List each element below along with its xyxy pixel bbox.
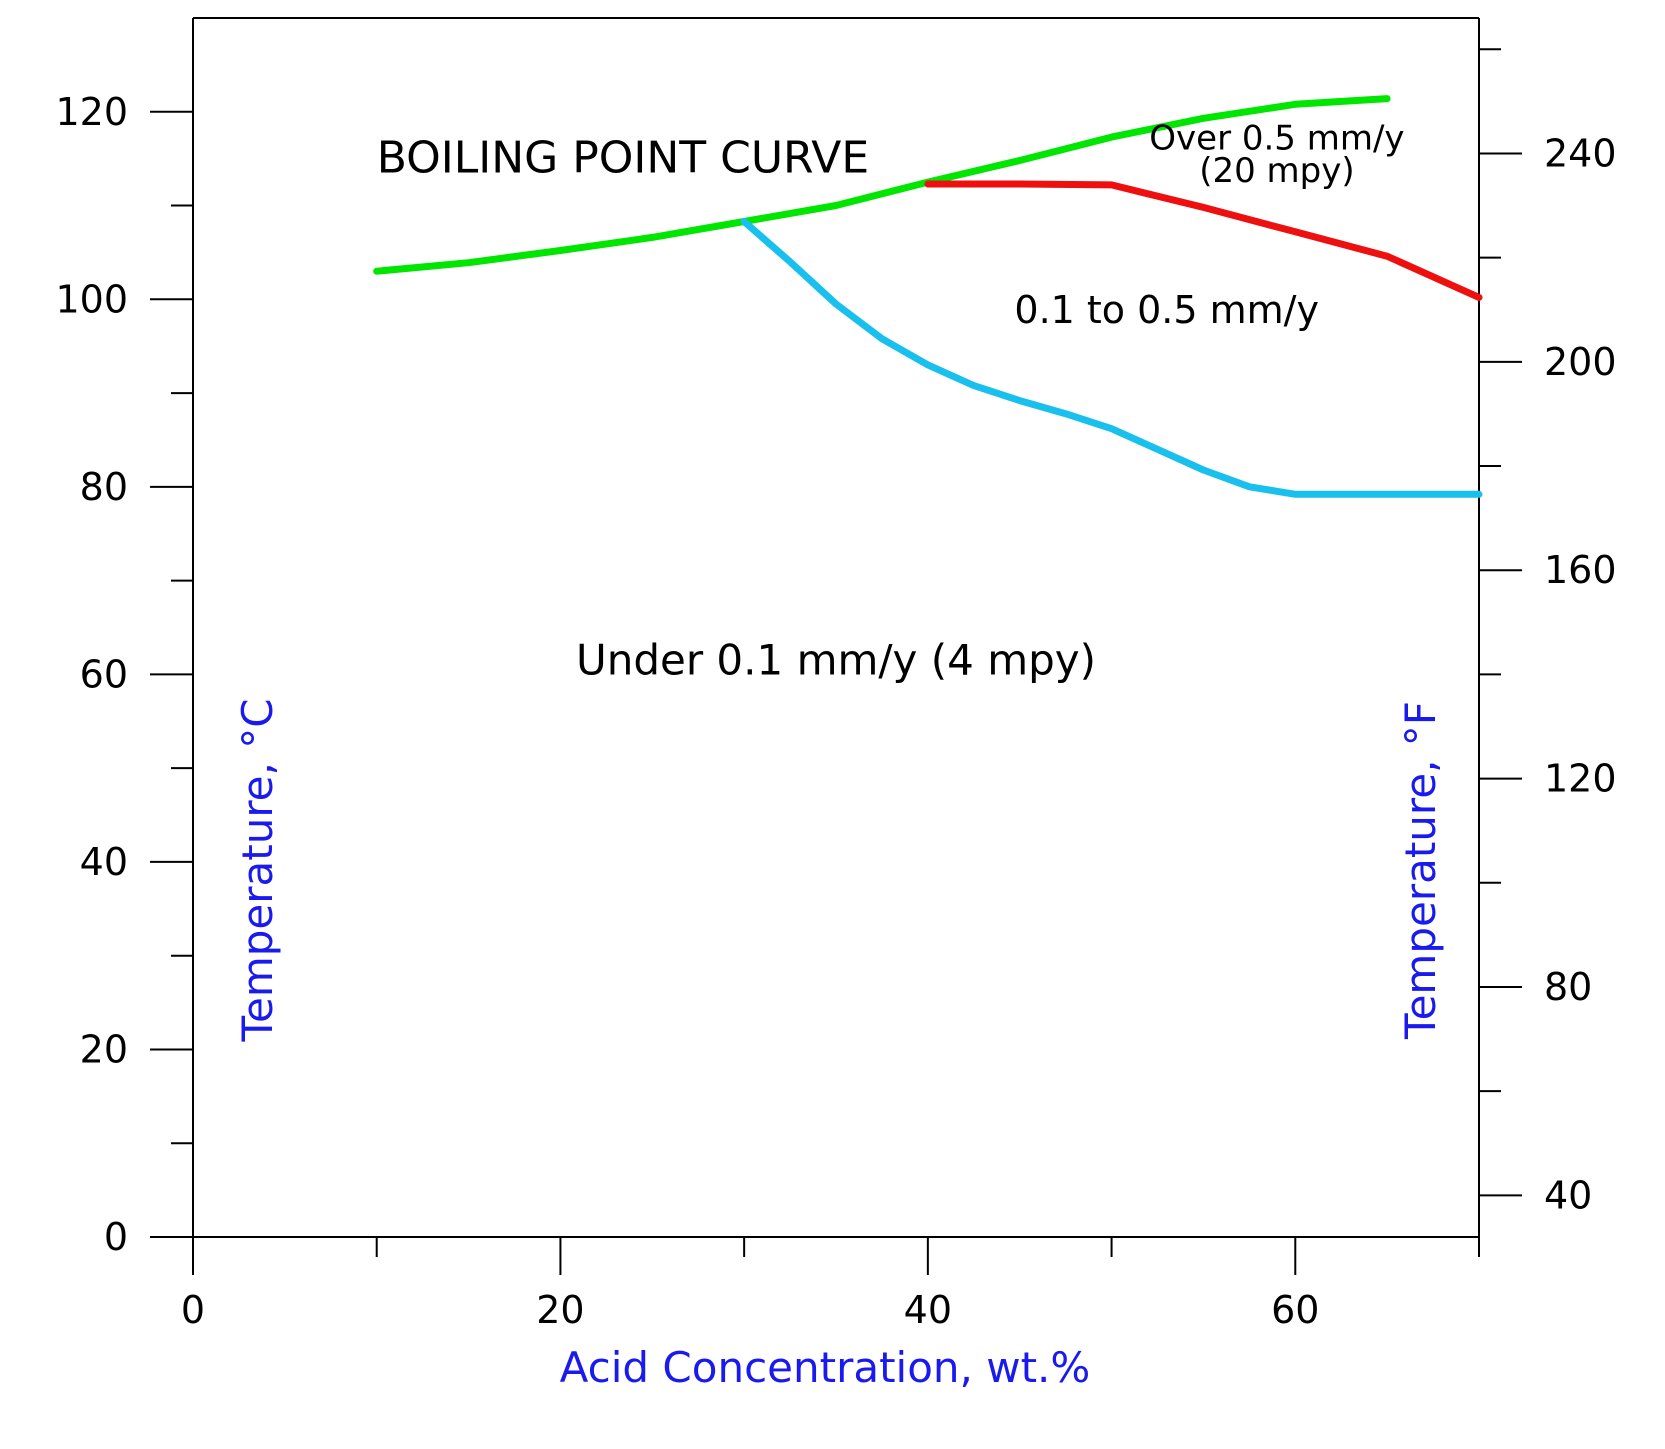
y-left-tick-label: 0 bbox=[104, 1215, 128, 1259]
y-left-tick-label: 100 bbox=[55, 277, 128, 321]
y-left-tick-label: 40 bbox=[80, 840, 128, 884]
y-right-tick-label: 200 bbox=[1544, 340, 1617, 384]
y-right-axis-ticks: 40 80 120 160 200 240 bbox=[1479, 48, 1617, 1217]
y-left-tick-label: 20 bbox=[80, 1027, 128, 1071]
iso-corrosion-0-1-line bbox=[740, 218, 1483, 498]
under-01-label: Under 0.1 mm/y (4 mpy) bbox=[576, 635, 1096, 684]
over-05-label: Over 0.5 mm/y bbox=[1149, 118, 1404, 158]
boiling-point-curve bbox=[373, 95, 1391, 275]
x-axis-ticks: 0 20 40 60 bbox=[181, 1237, 1480, 1332]
y-left-axis-ticks: 0 20 40 60 80 100 120 bbox=[55, 90, 193, 1259]
y-right-tick-label: 40 bbox=[1544, 1173, 1592, 1217]
x-tick-label: 20 bbox=[536, 1288, 584, 1332]
y-right-tick-label: 160 bbox=[1544, 548, 1617, 592]
x-axis-title: Acid Concentration, wt.% bbox=[560, 1343, 1091, 1392]
mid-range-label: 0.1 to 0.5 mm/y bbox=[1014, 288, 1319, 332]
x-tick-label: 40 bbox=[904, 1288, 952, 1332]
y-left-tick-label: 120 bbox=[55, 90, 128, 134]
series-lines bbox=[373, 95, 1483, 498]
y-left-axis-title: Temperature, °C bbox=[233, 698, 282, 1042]
y-right-tick-label: 240 bbox=[1544, 131, 1617, 175]
over-05-mpy-label: (20 mpy) bbox=[1199, 151, 1354, 191]
iso-corrosion-0-5-line bbox=[924, 180, 1483, 301]
plot-frame bbox=[150, 17, 1480, 1238]
y-right-axis-title: Temperature, °F bbox=[1396, 701, 1445, 1040]
y-left-tick-label: 80 bbox=[80, 465, 128, 509]
x-tick-label: 0 bbox=[181, 1288, 205, 1332]
y-right-tick-label: 80 bbox=[1544, 965, 1592, 1009]
annotations: BOILING POINT CURVE Over 0.5 mm/y(20 mpy)… bbox=[377, 118, 1405, 684]
y-left-tick-label: 60 bbox=[80, 652, 128, 696]
x-tick-label: 60 bbox=[1271, 1288, 1319, 1332]
boiling-point-label: BOILING POINT CURVE bbox=[377, 133, 869, 184]
y-right-tick-label: 120 bbox=[1544, 757, 1617, 801]
